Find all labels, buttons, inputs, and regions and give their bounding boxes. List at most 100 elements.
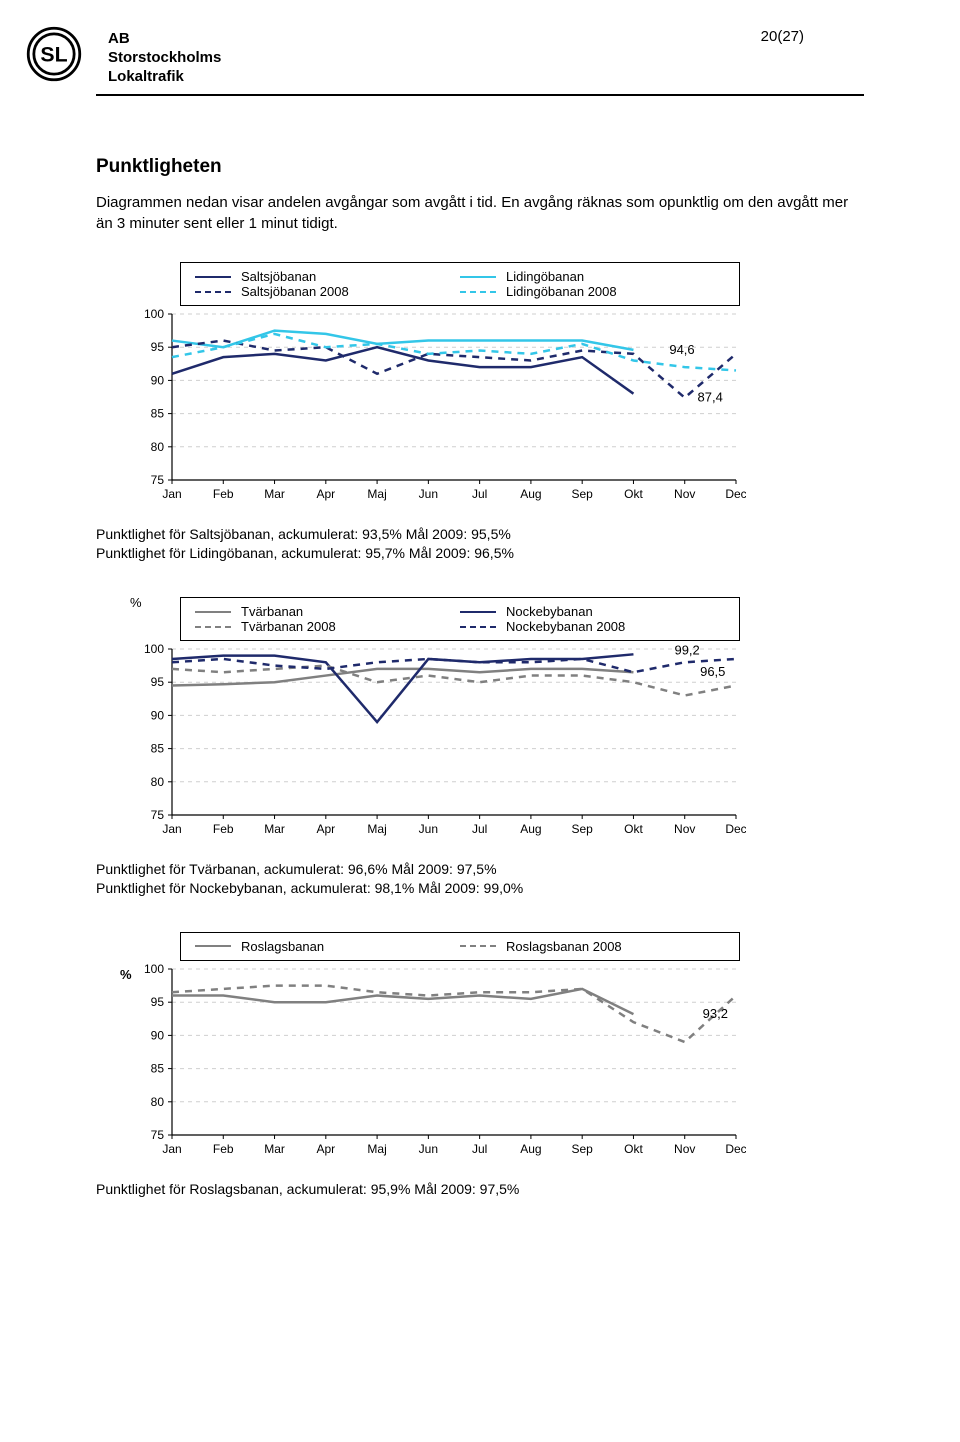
svg-text:Okt: Okt [624,487,643,501]
chart-2-legend: Tvärbanan Nockebybanan Tvärbanan 2008 Nocke… [180,597,740,641]
annotation-label: 87,4 [698,390,723,405]
svg-text:Maj: Maj [367,822,386,836]
svg-text:Apr: Apr [316,1142,335,1156]
svg-text:Aug: Aug [520,822,541,836]
svg-text:Jan: Jan [162,1142,181,1156]
chart-3-caption: Punktlighet för Roslagsbanan, ackumulera… [96,1180,864,1199]
legend-swatch [460,945,496,947]
svg-text:Jan: Jan [162,487,181,501]
svg-text:Okt: Okt [624,1142,643,1156]
legend-label: Saltsjöbanan 2008 [241,284,349,299]
legend-label: Tvärbanan 2008 [241,619,336,634]
svg-text:Feb: Feb [213,1142,234,1156]
chart-3-legend: Roslagsbanan Roslagsbanan 2008 [180,932,740,961]
svg-text:95: 95 [151,675,165,689]
org-line1: AB [108,30,221,49]
svg-text:Mar: Mar [264,1142,285,1156]
page-number: 20(27) [761,28,804,45]
svg-text:75: 75 [151,473,165,487]
svg-text:Maj: Maj [367,1142,386,1156]
chart-2-svg: 7580859095100JanFebMarAprMajJunJulAugSep… [126,641,746,841]
svg-text:Jun: Jun [419,1142,438,1156]
svg-text:95: 95 [151,340,165,354]
org-line3: Lokaltrafik [108,68,221,87]
legend-swatch [195,611,231,613]
svg-text:Jul: Jul [472,822,487,836]
legend-item: Tvärbanan [195,604,460,619]
chart-3-svg: 75 80 85 90 95 100 Jan Feb Mar Apr Maj Jun Jul Aug Sep… [126,961,746,1161]
annotation-label: 93,2 [703,1006,728,1021]
chart-1-svg: 75 80 85 90 95 100 Jan Feb Mar Apr Maj Jun Jul Aug Sep… [126,306,746,506]
svg-text:100: 100 [144,307,164,321]
legend-item: Saltsjöbanan [195,269,460,284]
legend-item: Nockebybanan [460,604,725,619]
svg-text:Mar: Mar [264,487,285,501]
annotation-label: 96,5 [700,664,725,679]
svg-text:80: 80 [151,440,165,454]
svg-text:80: 80 [151,1095,165,1109]
legend-label: Lidingöbanan [506,269,584,284]
svg-text:Nov: Nov [674,822,695,836]
chart-1-caption-2: Punktlighet för Lidingöbanan, ackumulera… [96,544,864,563]
svg-text:Jul: Jul [472,487,487,501]
svg-text:Mar: Mar [264,822,285,836]
chart-1-caption: Punktlighet för Saltsjöbanan, ackumulera… [96,525,864,563]
legend-label: Tvärbanan [241,604,303,619]
svg-text:85: 85 [151,1061,165,1075]
org-name: AB Storstockholms Lokaltrafik [108,30,221,86]
legend-item: Lidingöbanan 2008 [460,284,725,299]
chart-3-holder: 75 80 85 90 95 100 Jan Feb Mar Apr Maj Jun Jul Aug Sep… [126,961,864,1166]
svg-text:90: 90 [151,708,165,722]
legend-label: Nockebybanan [506,604,593,619]
svg-text:Jun: Jun [419,822,438,836]
svg-text:Jun: Jun [419,487,438,501]
legend-swatch [195,276,231,278]
org-line2: Storstockholms [108,49,221,68]
legend-item: Nockebybanan 2008 [460,619,725,634]
legend-swatch [195,945,231,947]
svg-text:Nov: Nov [674,487,695,501]
svg-text:Aug: Aug [520,487,541,501]
legend-label: Saltsjöbanan [241,269,316,284]
svg-text:Dec: Dec [725,1142,746,1156]
svg-text:85: 85 [151,742,165,756]
legend-label: Nockebybanan 2008 [506,619,625,634]
svg-text:Sep: Sep [572,822,594,836]
legend-swatch [460,276,496,278]
series-line [172,654,633,722]
svg-text:90: 90 [151,374,165,388]
chart-1-legend: Saltsjöbanan Lidingöbanan Saltsjöbanan 200… [180,262,740,306]
legend-item: Roslagsbanan 2008 [460,939,725,954]
svg-text:Sep: Sep [572,1142,594,1156]
svg-text:Maj: Maj [367,487,386,501]
svg-text:Sep: Sep [572,487,594,501]
chart-2-caption: Punktlighet för Tvärbanan, ackumulerat: … [96,860,864,898]
legend-swatch [460,291,496,293]
svg-text:Okt: Okt [624,822,643,836]
chart-3-block: RoslagsbananRoslagsbanan 2008 % 75808590… [126,932,864,1166]
svg-text:Aug: Aug [520,1142,541,1156]
svg-text:75: 75 [151,1128,165,1142]
svg-text:90: 90 [151,1028,165,1042]
chart-2-caption-1: Punktlighet för Tvärbanan, ackumulerat: … [96,860,864,879]
svg-text:80: 80 [151,775,165,789]
sl-logo: SL [26,26,82,82]
svg-text:95: 95 [151,995,165,1009]
svg-text:Apr: Apr [316,822,335,836]
svg-text:85: 85 [151,407,165,421]
svg-text:Feb: Feb [213,487,234,501]
svg-text:Jan: Jan [162,822,181,836]
svg-text:100: 100 [144,962,164,976]
legend-item: Lidingöbanan [460,269,725,284]
svg-text:Apr: Apr [316,487,335,501]
series-line [172,985,736,1041]
legend-item: Roslagsbanan [195,939,460,954]
chart-2-caption-2: Punktlighet för Nockebybanan, ackumulera… [96,879,864,898]
svg-text:Dec: Dec [725,822,746,836]
legend-label: Roslagsbanan 2008 [506,939,622,954]
annotation-label: 99,2 [674,642,699,657]
svg-text:Jul: Jul [472,1142,487,1156]
legend-swatch [460,611,496,613]
chart-1-holder: 75 80 85 90 95 100 Jan Feb Mar Apr Maj Jun Jul Aug Sep… [126,306,864,511]
svg-text:100: 100 [144,642,164,656]
